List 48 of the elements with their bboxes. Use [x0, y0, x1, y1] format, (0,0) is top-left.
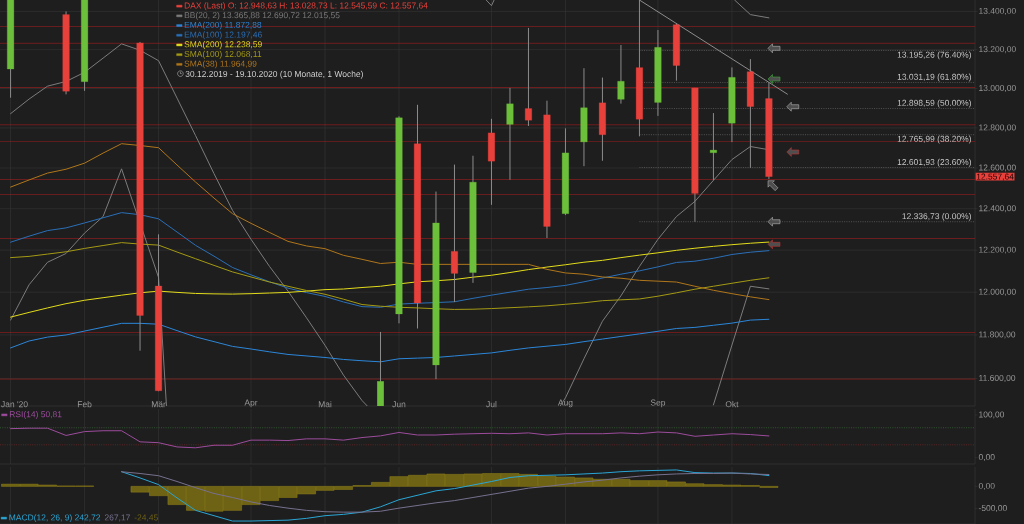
y-tick-label: 12.600,00: [979, 164, 1016, 172]
candlestick: [525, 27, 532, 127]
x-tick-label: Aug: [557, 399, 573, 408]
y-tick-label: 12.000,00: [979, 288, 1016, 296]
candlestick: [617, 44, 625, 105]
y-tick-label: 13.200,00: [979, 46, 1016, 54]
ref-line-label: 13.195,26 (76.40%): [897, 51, 971, 60]
y-tick-label: -500,00: [978, 505, 1007, 513]
legend-label: SMA(100) 12.068,11: [184, 50, 262, 59]
text: 267,17: [104, 514, 130, 522]
x-tick-label: Jun: [392, 401, 406, 408]
y-tick-label: 12.800,00: [979, 124, 1016, 132]
y-tick-label: 11.800,00: [979, 331, 1016, 339]
candlestick: [451, 164, 458, 303]
series-label: -24,45: [134, 514, 158, 522]
y-tick-label: 13.000,00: [979, 85, 1016, 92]
annotation: 30.12.2019 - 19.10.2020 (10 Monate, 1 Woche): [185, 70, 363, 79]
x-tick-label: Sep: [650, 399, 666, 408]
x-tick-label: Okt: [725, 400, 739, 408]
y-tick-label: 0,00: [978, 454, 995, 462]
x-tick-label: Feb: [77, 400, 92, 408]
y-tick-label: 13.400,00: [979, 7, 1016, 15]
x-tick-label: Apr: [244, 399, 258, 408]
x-tick-label: Jan '20: [1, 401, 28, 408]
text: 12.557,64: [976, 173, 1014, 181]
candlestick: [506, 87, 514, 181]
legend-label: SMA(200) 12.238,59: [184, 41, 262, 49]
y-tick-label: 0,00: [978, 482, 995, 490]
y-tick-label: 12.200,00: [979, 246, 1016, 254]
legend-label: SMA(38) 11.964,99: [184, 60, 257, 69]
y-tick-label: 11.600,00: [979, 374, 1016, 382]
legend-label: BB(20, 2) 13.365,88 12.690,72 12.015,55: [184, 11, 340, 20]
ref-line-label: 12.601,93 (23.60%): [897, 158, 971, 167]
y-tick-label: 100,00: [979, 411, 1005, 419]
x-tick-label: Jul: [486, 400, 497, 408]
y-tick-label: 12.400,00: [979, 205, 1016, 213]
legend-label: EMA(100) 12.197,46: [184, 31, 262, 40]
ref-line-label: 13.031,19 (61.80%): [897, 73, 971, 82]
ref-line-label: 12.336,73 (0.00%): [902, 212, 971, 221]
x-tick-label: Mai: [318, 400, 332, 408]
ref-line-label: 12.898,59 (50.00%): [897, 99, 971, 108]
legend-label: MACD(12, 26, 9) 242,72: [9, 514, 101, 523]
legend-label: EMA(200) 11.872,88: [184, 21, 262, 30]
legend-label: RSI(14) 50,81: [9, 411, 62, 419]
ref-line-label: 12.765,99 (38.20%): [897, 135, 971, 144]
candlestick: [709, 112, 717, 181]
x-tick-label: Mär: [151, 401, 166, 408]
legend-label: DAX (Last) O: 12.948,63 H: 13.028,73 L: 12.545,59 C: 12.557,64: [184, 2, 428, 11]
